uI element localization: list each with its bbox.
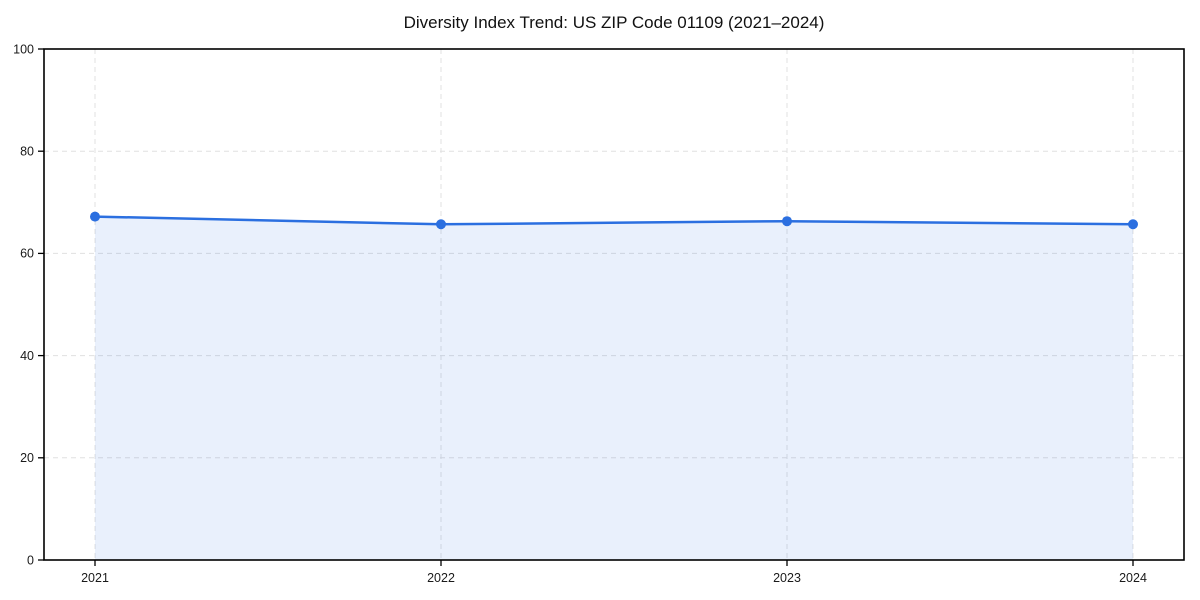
trend-line bbox=[93, 215, 1135, 226]
data-point-2022 bbox=[436, 219, 446, 230]
tick-labels: 0 20 40 60 80 100 2021 2022 2023 2024 bbox=[13, 42, 1147, 585]
data-point-2021 bbox=[90, 211, 100, 222]
x-tick-label-2021: 2021 bbox=[81, 571, 109, 585]
plot-border bbox=[43, 48, 1185, 561]
x-tick-label-2022: 2022 bbox=[427, 571, 455, 585]
chart-title: Diversity Index Trend: US ZIP Code 01109… bbox=[404, 13, 825, 32]
y-tick-label-40: 40 bbox=[20, 349, 34, 363]
data-point-2024 bbox=[1128, 219, 1138, 230]
y-tick-label-0: 0 bbox=[27, 553, 34, 567]
y-tick-label-20: 20 bbox=[20, 451, 34, 465]
y-tick-label-80: 80 bbox=[20, 145, 34, 159]
data-points bbox=[90, 211, 1138, 230]
area-fill bbox=[95, 216, 1133, 560]
area-under-line bbox=[95, 216, 1133, 560]
diversity-index-line bbox=[93, 215, 1135, 226]
x-tick-label-2023: 2023 bbox=[773, 571, 801, 585]
x-tick-label-2024: 2024 bbox=[1119, 571, 1147, 585]
y-tick-label-60: 60 bbox=[20, 247, 34, 261]
y-tick-label-100: 100 bbox=[13, 42, 34, 56]
axes bbox=[38, 48, 1185, 566]
data-point-2023 bbox=[782, 216, 792, 227]
